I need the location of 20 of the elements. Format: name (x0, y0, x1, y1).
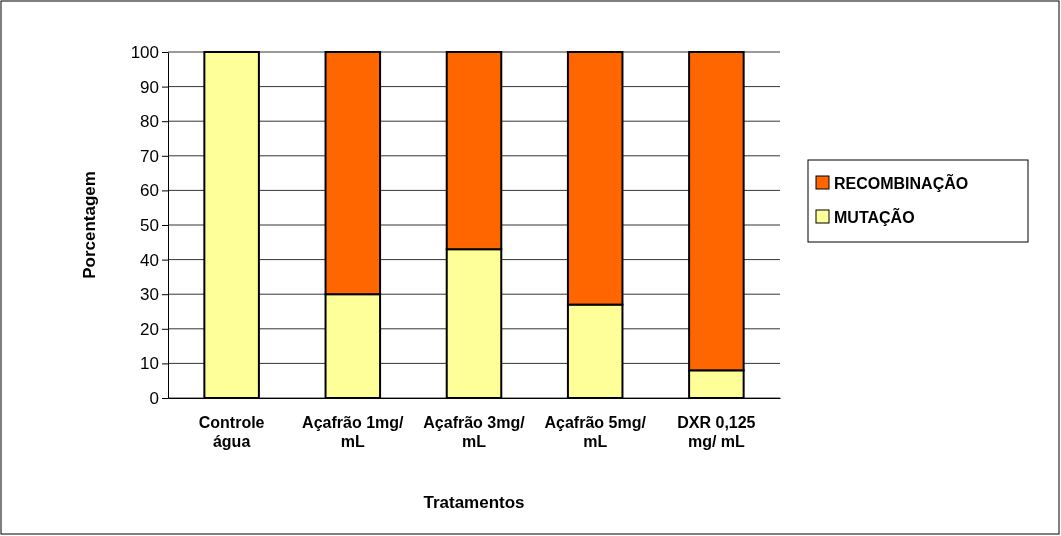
y-tick-label: 50 (140, 215, 159, 235)
x-tick-label: Controle água (198, 414, 265, 450)
x-tick-label: Açafrão 3mg/ mL (423, 414, 526, 450)
y-tick-label: 90 (140, 77, 159, 97)
y-tick-label: 60 (140, 181, 159, 201)
y-tick-label: 0 (149, 388, 159, 408)
y-tick-label: 10 (140, 354, 159, 374)
y-tick-label: 20 (140, 319, 159, 339)
y-tick-label: 80 (140, 112, 159, 132)
y-tick-label: 70 (140, 146, 159, 166)
y-axis-title: Porcentagem (80, 171, 99, 279)
y-tick-label: 100 (130, 42, 159, 62)
y-tick-label: 30 (140, 285, 159, 305)
x-tick-label: DXR 0,125 mg/ mL (677, 414, 756, 450)
x-tick-label: Açafrão 5mg/ mL (544, 414, 647, 450)
legend-label: MUTAÇÃO (834, 207, 915, 226)
legend-label: RECOMBINAÇÃO (834, 173, 969, 192)
x-tick-label: Açafrão 1mg/ mL (302, 414, 405, 450)
y-tick-label: 40 (140, 250, 159, 270)
x-axis-title: Tratamentos (423, 493, 525, 512)
